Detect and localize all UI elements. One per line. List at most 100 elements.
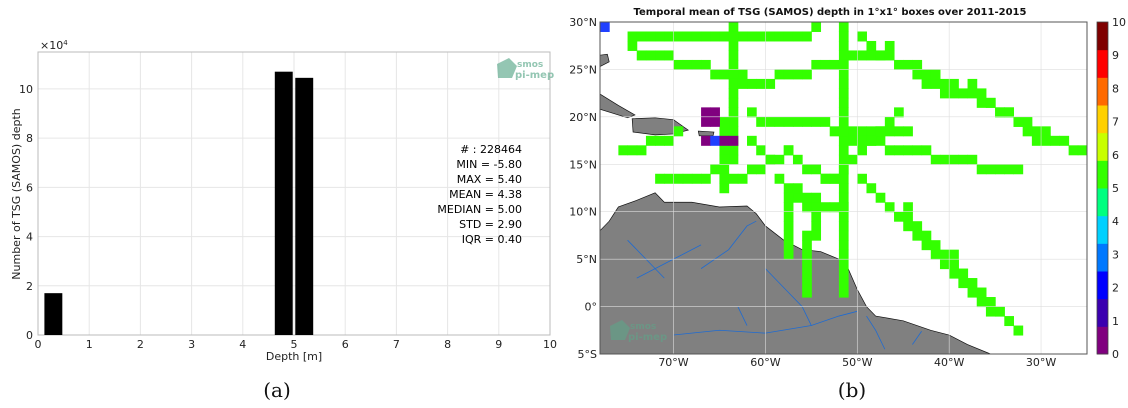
track-cell	[921, 230, 932, 241]
y-tick-label: 4	[26, 231, 33, 244]
lon-tick-label: 50°W	[842, 356, 872, 369]
track-cell	[627, 40, 638, 51]
track-cell	[949, 154, 959, 165]
track-cell	[756, 78, 766, 89]
colorbar-segment	[1097, 165, 1108, 172]
track-cell	[1013, 325, 1024, 336]
track-cell	[848, 135, 858, 146]
track-cell	[765, 154, 776, 165]
track-cell	[995, 164, 1005, 175]
x-tick-label: 1	[86, 338, 93, 351]
track-cell	[737, 173, 748, 184]
lat-tick-label: 15°N	[569, 158, 597, 171]
track-cell	[728, 59, 739, 70]
track-cell	[1050, 135, 1060, 146]
track-cell	[838, 31, 849, 42]
track-cell	[1022, 116, 1033, 127]
track-cell	[811, 221, 822, 232]
x-tick-label: 6	[342, 338, 349, 351]
colorbar-segment	[1097, 304, 1108, 311]
track-cell	[811, 192, 822, 203]
lat-tick-label: 0°	[585, 301, 598, 314]
caption-a: (a)	[263, 378, 291, 402]
track-cell	[848, 50, 858, 61]
track-cell	[838, 78, 849, 89]
track-cell	[673, 126, 684, 137]
track-cell	[673, 59, 684, 70]
track-cell	[774, 31, 785, 42]
stat-line: MEDIAN = 5.00	[437, 203, 522, 216]
map-logo: smos pi-mep	[610, 320, 667, 343]
track-cell	[664, 135, 675, 146]
track-cell	[930, 240, 941, 251]
track-cell	[802, 230, 812, 241]
track-cell	[894, 126, 904, 137]
track-cell	[820, 59, 831, 70]
track-cell	[838, 135, 849, 146]
map-ticks: 30°N 25°N 20°N 15°N 10°N 5°N 0° 5°S 70°W 60°W 50°W…	[569, 16, 1056, 369]
track-cell	[783, 221, 794, 232]
colorbar-segment	[1097, 121, 1108, 128]
track-cell	[949, 259, 959, 270]
smos-logo: smos pi-mep	[497, 58, 554, 81]
map-logo-smos: smos	[630, 322, 656, 332]
track-cell	[664, 173, 675, 184]
track-cell	[802, 278, 812, 289]
track-cell	[1068, 145, 1079, 156]
track-cell	[976, 164, 987, 175]
track-cell	[838, 50, 849, 61]
colorbar-tick-label: 8	[1112, 82, 1119, 95]
track-cell	[1022, 126, 1033, 137]
track-cell	[811, 59, 822, 70]
track-cell	[838, 97, 849, 108]
colorbar-segment	[1097, 276, 1108, 283]
track-cell	[866, 126, 877, 137]
track-cell	[719, 69, 730, 80]
y-tick-label: 0	[26, 329, 33, 342]
track-cell	[866, 135, 877, 146]
colorbar-segment	[1097, 215, 1108, 222]
track-cell	[783, 192, 794, 203]
track-cell	[655, 135, 665, 146]
track-cell	[701, 31, 711, 42]
track-cell	[747, 78, 757, 89]
track-cell	[774, 173, 785, 184]
track-cell-special	[719, 135, 730, 146]
track-cell	[838, 240, 849, 251]
track-cell	[737, 78, 748, 89]
track-cell	[903, 202, 913, 213]
colorbar-segment	[1097, 326, 1108, 333]
colorbar-segment	[1097, 193, 1108, 200]
histogram-chart: 0 1 2 3 4 5 6 7 8 9 10 0 2 4 6 8 10 ×104 Depth [m] Numb…	[10, 39, 557, 363]
track-cell	[838, 154, 849, 165]
track-cell	[783, 249, 794, 260]
track-cell	[1031, 135, 1042, 146]
track-cell	[894, 145, 904, 156]
track-cell	[774, 154, 785, 165]
map-logo-icon	[610, 320, 630, 340]
track-cell	[747, 107, 757, 118]
colorbar-segment	[1097, 71, 1108, 78]
track-cell	[618, 145, 629, 156]
track-cell	[756, 116, 766, 127]
colorbar-segment	[1097, 337, 1108, 344]
track-cell	[645, 31, 656, 42]
track-cell	[728, 154, 739, 165]
colorbar-segment	[1097, 342, 1108, 349]
track-cell	[691, 59, 702, 70]
map-panel: Temporal mean of TSG (SAMOS) depth in 1°…	[560, 0, 1128, 408]
track-cell	[1004, 164, 1014, 175]
track-cell	[857, 31, 867, 42]
track-cell	[903, 126, 913, 137]
track-cell	[939, 259, 950, 270]
colorbar-tick-label: 6	[1112, 149, 1119, 162]
histogram-panel: 0 1 2 3 4 5 6 7 8 9 10 0 2 4 6 8 10 ×104 Depth [m] Numb…	[0, 0, 560, 408]
x-tick-label: 0	[35, 338, 42, 351]
track-cell	[673, 173, 684, 184]
colorbar-segment	[1097, 298, 1108, 305]
track-cell	[995, 107, 1005, 118]
colorbar-segment	[1097, 77, 1108, 84]
track-cell	[857, 173, 867, 184]
track-cell	[921, 240, 932, 251]
track-cell	[894, 107, 904, 118]
